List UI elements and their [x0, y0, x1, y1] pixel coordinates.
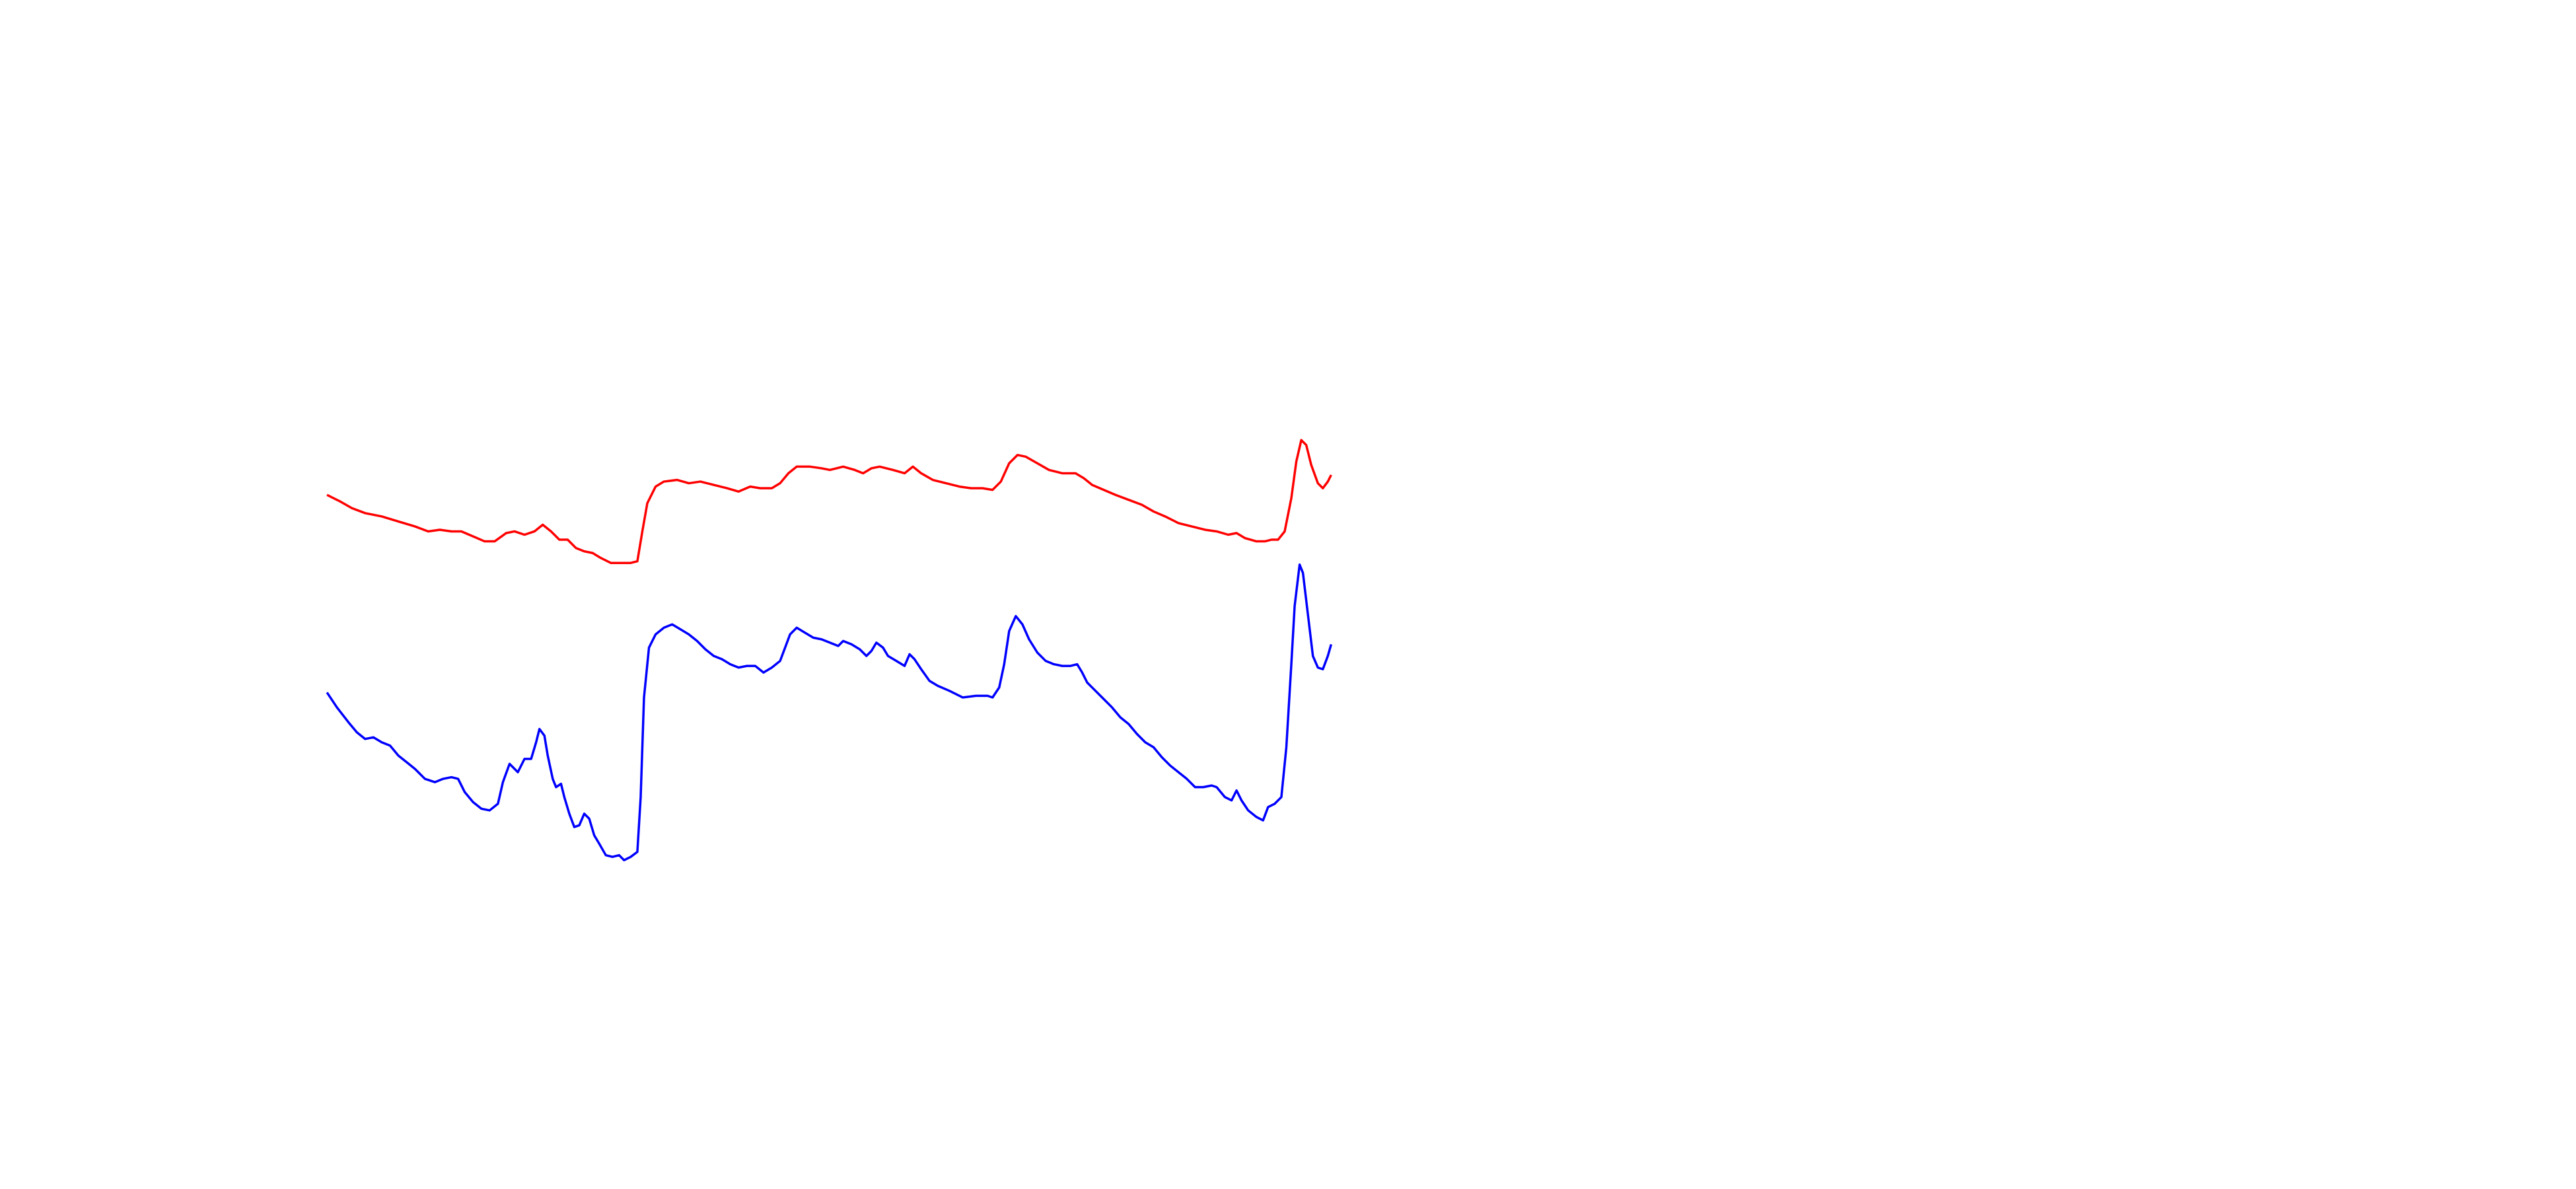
line-series	[326, 439, 1332, 564]
line-series	[326, 563, 1333, 861]
